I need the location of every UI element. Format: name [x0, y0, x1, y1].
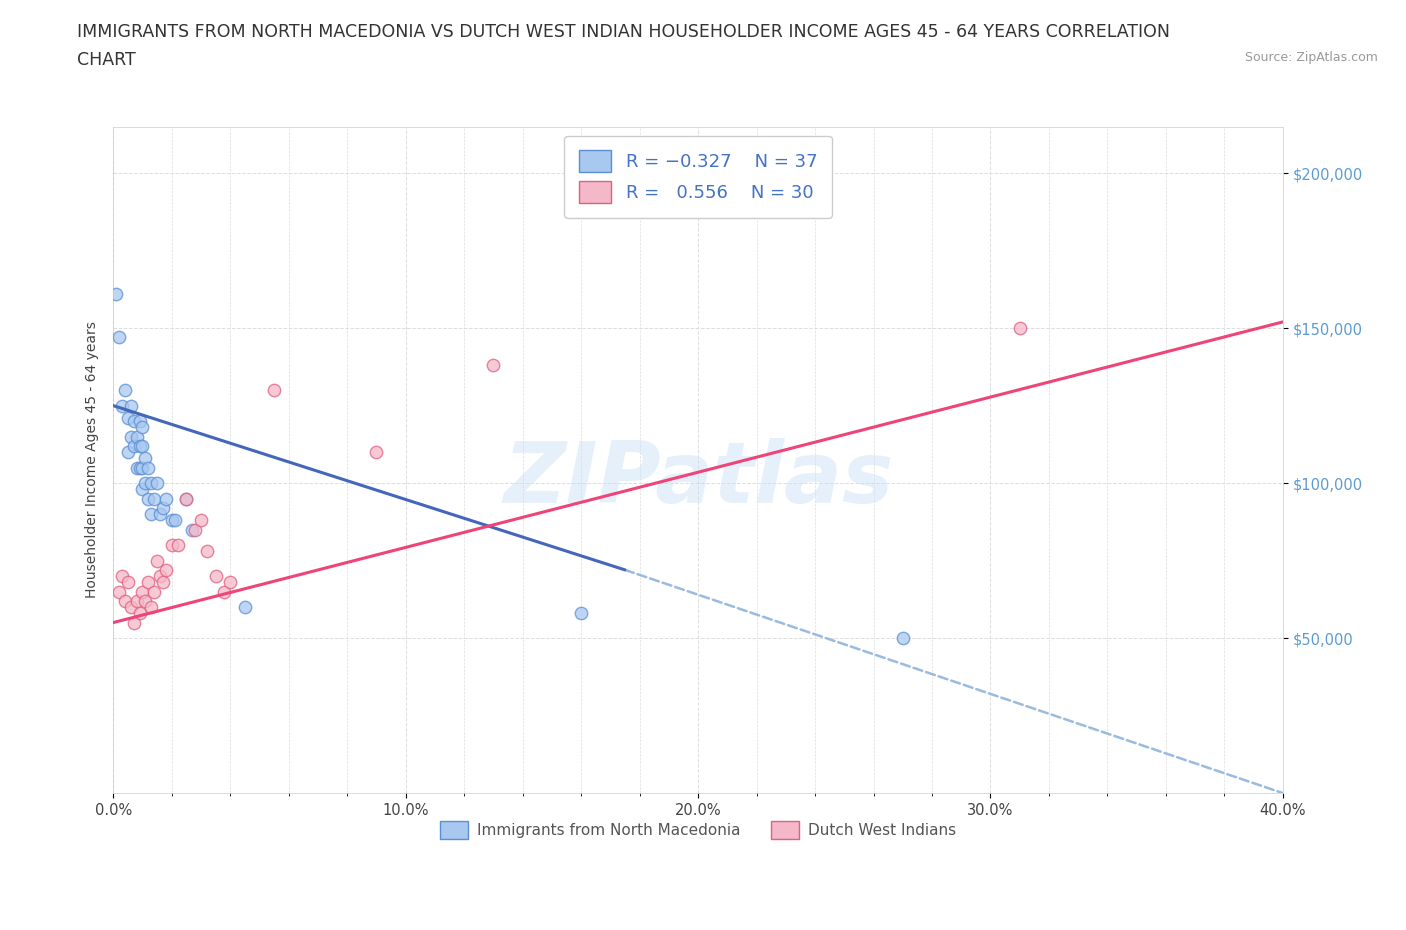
Point [120, 600, 142, 615]
Point [108, 584, 131, 599]
Point [136, 460, 159, 475]
Point [120, 429, 142, 444]
Point [134, 593, 156, 608]
Point [108, 330, 131, 345]
Point [366, 445, 388, 459]
Point [125, 429, 148, 444]
Point [131, 419, 153, 434]
Point [160, 538, 183, 552]
Point [181, 522, 204, 537]
Point [163, 512, 186, 527]
Point [125, 460, 148, 475]
Point [176, 491, 198, 506]
Point [117, 445, 139, 459]
Point [134, 451, 156, 466]
Point [166, 538, 188, 552]
Point [128, 438, 150, 453]
Point [131, 584, 153, 599]
Point [219, 575, 242, 590]
Y-axis label: Householder Income Ages 45 - 64 years: Householder Income Ages 45 - 64 years [86, 322, 100, 598]
Point [1008, 321, 1031, 336]
Point [233, 600, 256, 615]
Point [114, 593, 136, 608]
Point [155, 563, 177, 578]
Point [214, 584, 236, 599]
Point [120, 398, 142, 413]
Point [122, 615, 145, 630]
Point [141, 507, 163, 522]
Point [143, 584, 166, 599]
Point [146, 475, 169, 490]
Point [105, 286, 128, 301]
Point [152, 575, 174, 590]
Point [136, 491, 159, 506]
Point [149, 568, 172, 583]
Point [136, 575, 159, 590]
Legend: Immigrants from North Macedonia, Dutch West Indians: Immigrants from North Macedonia, Dutch W… [434, 815, 962, 845]
Point [176, 491, 198, 506]
Point [204, 568, 226, 583]
Point [263, 382, 285, 397]
Point [111, 398, 134, 413]
Point [152, 500, 174, 515]
Text: CHART: CHART [77, 51, 136, 69]
Text: Source: ZipAtlas.com: Source: ZipAtlas.com [1244, 51, 1378, 64]
Point [128, 414, 150, 429]
Point [160, 512, 183, 527]
Point [190, 512, 212, 527]
Point [114, 382, 136, 397]
Point [128, 460, 150, 475]
Point [146, 553, 169, 568]
Point [131, 482, 153, 497]
Point [482, 358, 505, 373]
Point [143, 491, 166, 506]
Point [128, 605, 150, 620]
Point [131, 460, 153, 475]
Point [195, 544, 218, 559]
Point [131, 438, 153, 453]
Point [117, 575, 139, 590]
Point [141, 600, 163, 615]
Text: IMMIGRANTS FROM NORTH MACEDONIA VS DUTCH WEST INDIAN HOUSEHOLDER INCOME AGES 45 : IMMIGRANTS FROM NORTH MACEDONIA VS DUTCH… [77, 23, 1170, 41]
Point [122, 414, 145, 429]
Point [117, 410, 139, 425]
Point [891, 631, 914, 645]
Text: ZIPatlas: ZIPatlas [503, 438, 893, 522]
Point [134, 475, 156, 490]
Point [141, 475, 163, 490]
Point [184, 522, 207, 537]
Point [569, 605, 592, 620]
Point [149, 507, 172, 522]
Point [125, 593, 148, 608]
Point [111, 568, 134, 583]
Point [122, 438, 145, 453]
Point [155, 491, 177, 506]
